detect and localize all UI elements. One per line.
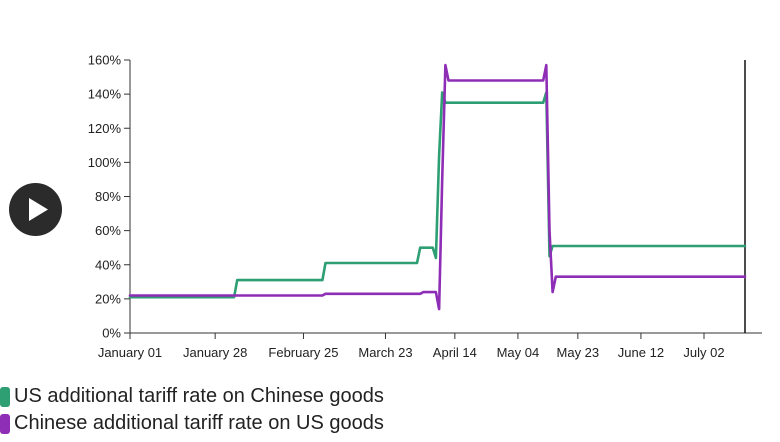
x-tick-label: May 23: [557, 345, 600, 360]
x-tick-label: March 23: [358, 345, 412, 360]
x-axis: January 01 January 28 February 25 March 23 A…: [98, 60, 762, 360]
x-tick-label: May 04: [497, 345, 540, 360]
tariff-line-chart: 0% 20% 40% 60% 80% 100% 120% 140% 160% January 0…: [88, 53, 762, 360]
x-tick-label: January 28: [183, 345, 247, 360]
x-tick-label: January 01: [98, 345, 162, 360]
legend-label-china: Chinese additional tariff rate on US goo…: [14, 412, 384, 434]
legend-swatch-china: [0, 413, 10, 434]
x-tick-label: April 14: [433, 345, 477, 360]
y-tick-label: 0%: [102, 326, 121, 341]
x-tick-label: June 12: [618, 345, 664, 360]
y-tick-label: 20%: [95, 291, 121, 306]
y-tick-label: 40%: [95, 257, 121, 272]
x-tick-label: July 02: [683, 345, 724, 360]
legend: US additional tariff rate on Chinese goo…: [0, 383, 384, 437]
y-tick-label: 120%: [88, 121, 122, 136]
series-line-china: [128, 63, 747, 311]
y-tick-label: 60%: [95, 223, 121, 238]
y-tick-label: 160%: [88, 53, 122, 68]
play-icon: [29, 198, 48, 221]
legend-swatch-us: [0, 386, 10, 407]
y-axis: 0% 20% 40% 60% 80% 100% 120% 140% 160%: [88, 53, 131, 341]
series-lines: [128, 63, 747, 311]
play-button[interactable]: [9, 183, 62, 236]
legend-item-china[interactable]: Chinese additional tariff rate on US goo…: [0, 410, 384, 437]
legend-label-us: US additional tariff rate on Chinese goo…: [14, 385, 384, 407]
y-tick-label: 80%: [95, 189, 121, 204]
y-tick-label: 100%: [88, 155, 122, 170]
x-tick-label: February 25: [268, 345, 338, 360]
series-line-us: [128, 91, 747, 299]
y-tick-label: 140%: [88, 87, 122, 102]
legend-item-us[interactable]: US additional tariff rate on Chinese goo…: [0, 383, 384, 410]
